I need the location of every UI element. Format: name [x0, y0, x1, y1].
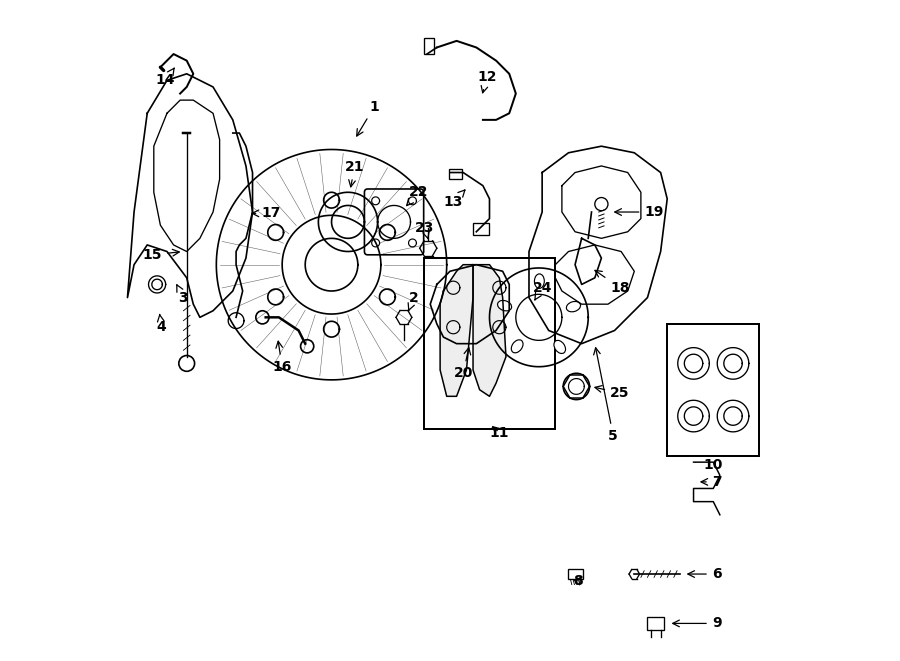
Text: 17: 17 [252, 206, 281, 220]
Text: 9: 9 [672, 617, 722, 631]
Text: 3: 3 [176, 285, 188, 305]
Text: 5: 5 [594, 348, 618, 443]
Text: 15: 15 [143, 248, 179, 262]
Text: 4: 4 [157, 315, 166, 334]
Circle shape [595, 198, 608, 211]
Ellipse shape [554, 340, 565, 354]
Text: 14: 14 [156, 68, 176, 87]
Text: 7: 7 [701, 475, 722, 489]
Circle shape [256, 311, 269, 324]
Text: 10: 10 [704, 459, 723, 473]
Ellipse shape [566, 301, 580, 312]
Bar [569, 568, 583, 579]
Bar [647, 617, 664, 630]
Text: 21: 21 [345, 160, 364, 187]
Text: 24: 24 [533, 281, 552, 300]
Circle shape [301, 340, 314, 353]
Text: 22: 22 [407, 185, 428, 206]
Text: 12: 12 [477, 70, 497, 93]
Text: 20: 20 [454, 348, 473, 380]
Bar [667, 324, 760, 455]
Polygon shape [473, 264, 506, 397]
Text: 13: 13 [444, 190, 465, 209]
Ellipse shape [498, 301, 511, 311]
Text: 11: 11 [490, 426, 509, 440]
Text: 16: 16 [273, 341, 292, 373]
Text: 23: 23 [415, 221, 435, 239]
Text: 8: 8 [573, 574, 583, 588]
Text: 19: 19 [615, 205, 663, 219]
Text: 2: 2 [408, 291, 418, 311]
Text: 1: 1 [356, 100, 379, 136]
Ellipse shape [511, 340, 523, 353]
Text: 18: 18 [595, 270, 630, 295]
Bar [424, 258, 555, 429]
Polygon shape [440, 264, 473, 397]
FancyBboxPatch shape [364, 189, 424, 254]
Circle shape [179, 356, 194, 371]
Text: 25: 25 [595, 385, 630, 400]
Bar [473, 223, 490, 235]
Bar [449, 169, 462, 179]
Ellipse shape [535, 274, 544, 288]
Bar [424, 38, 434, 54]
Text: 6: 6 [688, 567, 722, 581]
